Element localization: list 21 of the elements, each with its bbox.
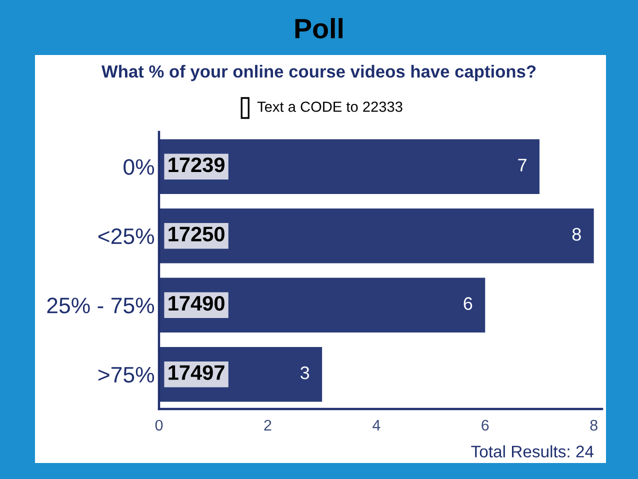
annotation: 17490: [168, 296, 224, 311]
x-tick-label: 8: [590, 420, 598, 431]
y-tick-label: >75%: [98, 367, 154, 383]
chart-subtitle: What % of your online course videos have captions?: [102, 64, 536, 82]
y-tick-label: <25%: [98, 228, 154, 244]
data-label: 8: [572, 228, 581, 241]
text: Text a CODE to 22333: [257, 102, 402, 112]
annotation: 17250: [168, 226, 224, 242]
y-tick-label: 0%: [124, 159, 154, 175]
annotation: 17239: [168, 157, 224, 172]
text: Total Results: 24: [471, 445, 594, 458]
chart-title: Poll: [295, 18, 342, 38]
data-label: 7: [518, 158, 526, 172]
x-tick-label: 0: [155, 420, 163, 431]
data-label: 6: [464, 297, 472, 310]
data-label: 3: [300, 366, 310, 380]
x-tick-label: 2: [264, 420, 272, 430]
x-tick-label: 6: [482, 420, 489, 431]
x-tick-label: 4: [372, 420, 380, 430]
annotation: 17497: [168, 365, 224, 380]
y-tick-label: 25% - 75%: [47, 298, 154, 314]
